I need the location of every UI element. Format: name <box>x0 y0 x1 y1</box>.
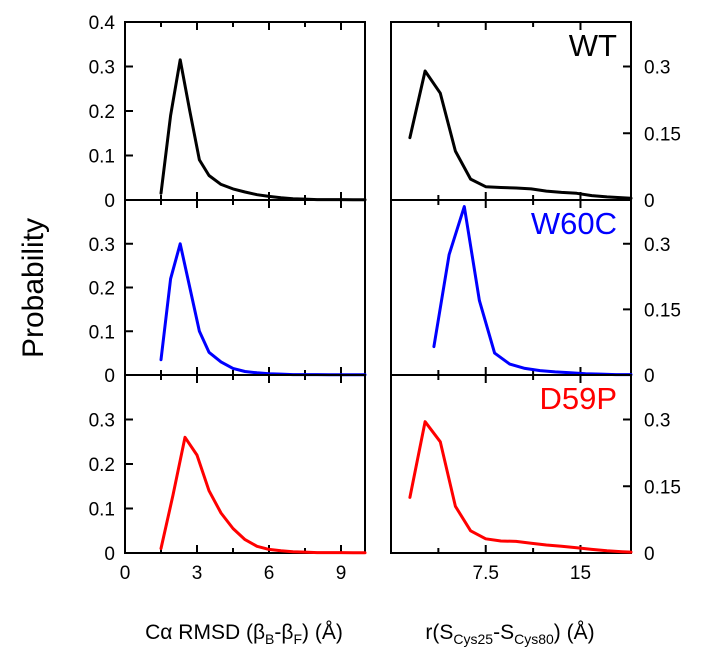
panel-w60c-rmsd: 0 0.1 0.2 0.3 <box>89 199 367 387</box>
y-tick-label: 0.2 <box>89 279 115 300</box>
panel-frame <box>390 374 632 554</box>
x-tick-label: 3 <box>192 563 203 584</box>
y-tick-label: 0.2 <box>89 455 115 476</box>
y-tick-label: 0.15 <box>644 477 681 498</box>
y-tick-label: 0.1 <box>89 322 115 343</box>
y-tick-label: 0 <box>644 366 655 387</box>
x-axis-label-distance: r(SCys25-SCys80) (Å) <box>425 621 594 647</box>
y-tick-label: 0.15 <box>644 124 681 145</box>
x-tick-label: 9 <box>336 563 347 584</box>
series-label-wt: WT <box>569 28 617 63</box>
x-tick-label: 7.5 <box>473 563 499 584</box>
series-label-d59p: D59P <box>539 381 617 416</box>
y-tick-label: 0 <box>644 544 655 565</box>
series-line-wt <box>159 58 367 202</box>
y-tick-label: 0 <box>104 366 115 387</box>
y-tick-label: 0.1 <box>89 147 115 168</box>
series-label-w60c: W60C <box>531 206 617 241</box>
panel-d59p-rmsd: 0 3 6 9 0 0.1 0.2 0.3 <box>89 374 367 584</box>
y-tick-label: 0.1 <box>89 500 115 521</box>
panel-d59p-distance: 7.5 15 0 0.15 0.3 D59P <box>390 374 681 584</box>
y-tick-label: 0.3 <box>89 235 115 256</box>
y-tick-label: 0.3 <box>644 411 670 432</box>
series-line-wt <box>408 69 633 200</box>
panel-wt-rmsd: 0 0.1 0.2 0.3 0.4 <box>89 13 367 212</box>
series-line-w60c <box>159 242 367 377</box>
y-tick-label: 0 <box>104 191 115 212</box>
panel-wt-distance: 0 0.15 0.3 WT <box>390 21 681 212</box>
plot-layer: 0 0.1 0.2 0.3 0.4 0 0.15 0.3 WT 0 0.1 0.2 0.3 0 0.15 0.… <box>89 13 681 584</box>
y-axis-label: Probability <box>17 218 50 358</box>
x-axis-label-rmsd: Cα RMSD (βB-βF) (Å) <box>145 621 343 647</box>
y-tick-label: 0.3 <box>89 411 115 432</box>
panel-frame <box>124 374 366 554</box>
series-line-d59p <box>159 435 367 555</box>
y-tick-label: 0.4 <box>89 13 116 34</box>
y-tick-label: 0 <box>104 544 115 565</box>
series-line-d59p <box>408 420 633 554</box>
panel-frame <box>124 21 366 201</box>
panel-w60c-distance: 0 0.15 0.3 W60C <box>390 199 681 387</box>
y-tick-label: 0.15 <box>644 300 681 321</box>
x-tick-label: 6 <box>264 563 275 584</box>
y-tick-label: 0.2 <box>89 102 115 123</box>
y-tick-label: 0.3 <box>89 58 115 79</box>
x-tick-label: 15 <box>570 563 591 584</box>
y-tick-label: 0 <box>644 191 655 212</box>
x-tick-label: 0 <box>120 563 131 584</box>
y-tick-label: 0.3 <box>644 235 670 256</box>
y-tick-label: 0.3 <box>644 58 670 79</box>
